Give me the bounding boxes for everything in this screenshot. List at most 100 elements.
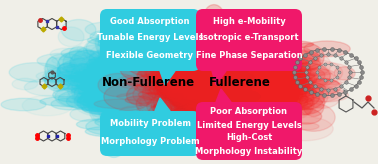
Ellipse shape	[58, 90, 112, 108]
Ellipse shape	[127, 76, 163, 92]
Ellipse shape	[238, 57, 284, 81]
Ellipse shape	[284, 74, 300, 86]
Ellipse shape	[87, 73, 134, 89]
Ellipse shape	[124, 74, 156, 98]
Ellipse shape	[87, 72, 121, 87]
Ellipse shape	[176, 48, 193, 71]
Ellipse shape	[160, 109, 206, 123]
Ellipse shape	[186, 69, 237, 78]
Ellipse shape	[159, 87, 215, 106]
Ellipse shape	[134, 52, 164, 67]
Ellipse shape	[211, 81, 252, 90]
Ellipse shape	[137, 59, 156, 82]
Ellipse shape	[218, 53, 250, 64]
Ellipse shape	[186, 68, 228, 94]
Ellipse shape	[55, 66, 95, 91]
Ellipse shape	[161, 70, 186, 92]
Ellipse shape	[156, 57, 169, 82]
Ellipse shape	[80, 84, 121, 103]
Ellipse shape	[71, 86, 116, 94]
Ellipse shape	[172, 49, 211, 72]
Ellipse shape	[221, 94, 251, 116]
Ellipse shape	[158, 72, 211, 78]
Ellipse shape	[180, 79, 223, 96]
Ellipse shape	[272, 80, 315, 92]
Ellipse shape	[74, 83, 107, 106]
Ellipse shape	[268, 90, 291, 102]
Ellipse shape	[195, 64, 240, 89]
Ellipse shape	[66, 92, 117, 110]
Ellipse shape	[140, 94, 181, 105]
Ellipse shape	[130, 71, 144, 78]
Ellipse shape	[108, 75, 125, 84]
Ellipse shape	[159, 53, 199, 74]
Ellipse shape	[204, 5, 224, 27]
Ellipse shape	[208, 77, 255, 98]
Ellipse shape	[270, 87, 302, 104]
Text: Morphology Instability: Morphology Instability	[195, 146, 303, 155]
Ellipse shape	[108, 105, 148, 113]
Ellipse shape	[147, 94, 200, 119]
Ellipse shape	[197, 97, 251, 104]
Ellipse shape	[105, 95, 142, 112]
Ellipse shape	[239, 86, 271, 95]
Ellipse shape	[229, 66, 271, 76]
FancyBboxPatch shape	[100, 111, 200, 156]
Ellipse shape	[191, 78, 244, 89]
Ellipse shape	[75, 82, 125, 96]
Ellipse shape	[145, 106, 192, 113]
Ellipse shape	[83, 92, 118, 115]
Ellipse shape	[176, 82, 193, 94]
Ellipse shape	[164, 84, 197, 95]
Ellipse shape	[119, 47, 158, 65]
Ellipse shape	[235, 51, 254, 62]
Ellipse shape	[225, 45, 243, 73]
Ellipse shape	[161, 59, 207, 74]
Ellipse shape	[110, 26, 130, 41]
Ellipse shape	[183, 83, 220, 97]
Ellipse shape	[208, 52, 221, 67]
Ellipse shape	[116, 90, 164, 98]
Ellipse shape	[76, 72, 122, 87]
Ellipse shape	[242, 63, 260, 72]
Ellipse shape	[211, 78, 256, 104]
Ellipse shape	[188, 64, 204, 91]
Ellipse shape	[258, 116, 290, 131]
Ellipse shape	[59, 51, 113, 74]
Ellipse shape	[125, 86, 169, 107]
Ellipse shape	[167, 87, 188, 106]
Ellipse shape	[186, 106, 223, 134]
Ellipse shape	[158, 63, 198, 85]
Ellipse shape	[144, 78, 190, 105]
Ellipse shape	[96, 86, 142, 104]
Ellipse shape	[234, 71, 252, 98]
Ellipse shape	[150, 81, 171, 102]
Ellipse shape	[102, 86, 125, 101]
Ellipse shape	[114, 73, 138, 82]
Ellipse shape	[174, 98, 203, 108]
Ellipse shape	[152, 93, 192, 121]
Ellipse shape	[217, 79, 254, 88]
Ellipse shape	[22, 95, 73, 116]
Ellipse shape	[171, 73, 194, 87]
Ellipse shape	[163, 55, 180, 70]
Ellipse shape	[110, 107, 144, 118]
Ellipse shape	[208, 58, 240, 84]
Ellipse shape	[230, 86, 244, 105]
Ellipse shape	[148, 85, 177, 103]
Ellipse shape	[212, 78, 229, 102]
Ellipse shape	[184, 83, 239, 91]
Ellipse shape	[90, 57, 138, 73]
Ellipse shape	[117, 63, 166, 80]
Ellipse shape	[153, 101, 206, 112]
Ellipse shape	[99, 50, 150, 64]
Ellipse shape	[158, 103, 177, 116]
Ellipse shape	[225, 100, 246, 113]
Ellipse shape	[212, 68, 234, 80]
Ellipse shape	[195, 61, 231, 88]
Ellipse shape	[261, 81, 284, 105]
Ellipse shape	[239, 105, 282, 129]
Ellipse shape	[179, 90, 229, 99]
Ellipse shape	[169, 106, 215, 128]
Ellipse shape	[198, 76, 223, 88]
